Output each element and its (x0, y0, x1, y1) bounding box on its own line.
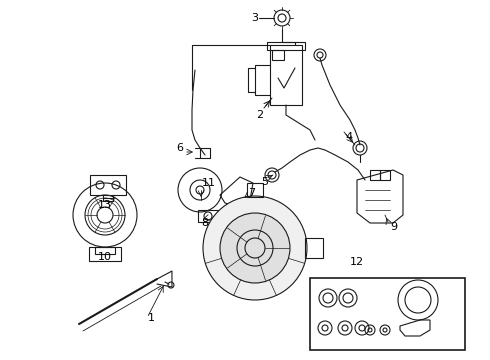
Text: 12: 12 (350, 257, 364, 267)
Text: 7: 7 (248, 188, 255, 198)
Bar (90, 175, 126, 195)
Text: 8: 8 (201, 218, 208, 228)
Bar (370, 170, 380, 180)
Text: 6: 6 (176, 143, 183, 153)
Text: 1: 1 (148, 313, 155, 323)
Bar (380, 170, 390, 180)
Text: 3: 3 (251, 13, 258, 23)
Text: 9: 9 (390, 222, 397, 232)
Bar (89, 247, 121, 261)
Bar (270, 45, 302, 105)
Bar (95, 247, 115, 254)
Text: 10: 10 (98, 252, 112, 262)
Text: 13: 13 (98, 200, 112, 210)
Text: 2: 2 (256, 110, 263, 120)
Bar (198, 210, 218, 222)
Text: 11: 11 (202, 178, 216, 188)
Bar (305, 238, 323, 258)
Circle shape (203, 196, 307, 300)
Text: 5: 5 (261, 177, 268, 187)
Bar (267, 42, 305, 50)
Text: 4: 4 (345, 132, 352, 142)
Bar (247, 183, 263, 197)
Bar (272, 50, 284, 60)
Circle shape (220, 213, 290, 283)
Bar (310, 278, 465, 350)
